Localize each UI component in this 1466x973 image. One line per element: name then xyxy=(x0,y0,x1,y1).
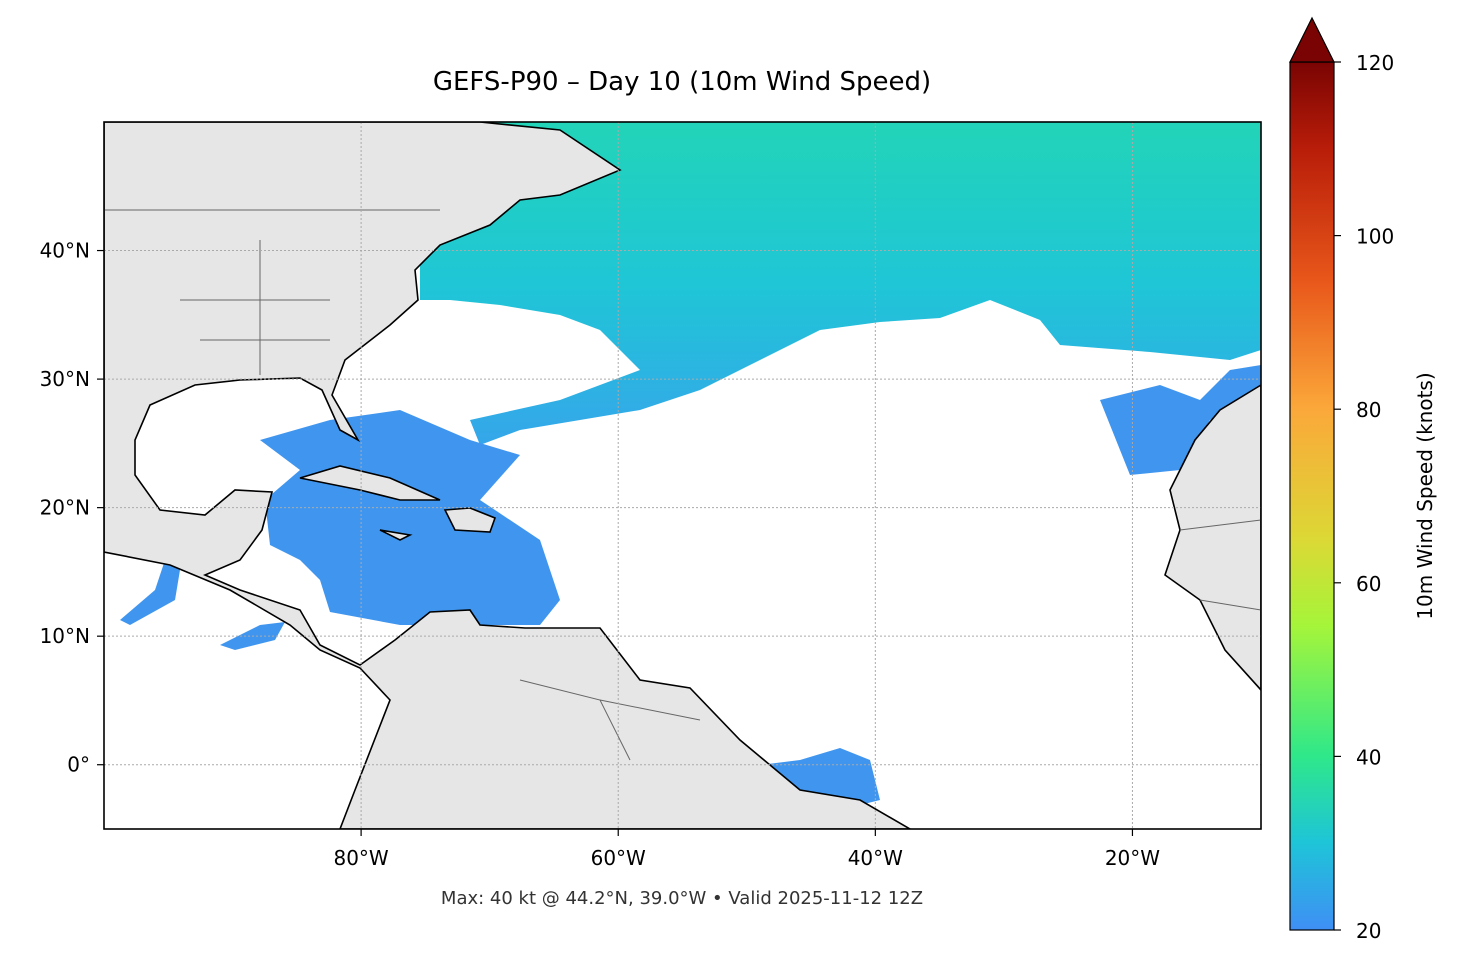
y-tick-label: 30°N xyxy=(40,367,90,391)
y-tick-label: 10°N xyxy=(40,624,90,648)
x-tick-label: 20°W xyxy=(1105,846,1160,870)
wind-east xyxy=(1100,365,1261,475)
x-tick-label: 60°W xyxy=(591,846,646,870)
wind-brazil xyxy=(760,748,880,805)
colorbar-label: 10m Wind Speed (knots) xyxy=(1413,372,1437,619)
y-tick-label: 0° xyxy=(67,753,90,777)
borders xyxy=(104,209,1261,761)
land-cuba xyxy=(299,465,497,541)
map-body xyxy=(104,122,1261,829)
land-africa xyxy=(1164,384,1261,692)
x-tick-label: 80°W xyxy=(333,846,388,870)
colorbar-tick-label: 40 xyxy=(1356,745,1381,769)
footer: Max: 40 kt @ 44.2°N, 39.0°W • Valid 2025… xyxy=(441,888,923,909)
wind-pacific xyxy=(120,560,285,650)
colorbar-tick-label: 100 xyxy=(1356,225,1394,249)
y-tick-label: 40°N xyxy=(40,239,90,263)
colorbar-tick-label: 120 xyxy=(1356,51,1394,75)
y-tick-label: 20°N xyxy=(40,496,90,520)
wind-caribbean xyxy=(260,410,560,625)
colorbar-tick-label: 20 xyxy=(1356,919,1381,943)
gridlines xyxy=(104,122,1261,829)
wind-north xyxy=(420,122,1261,445)
land-americas xyxy=(104,122,912,829)
title: GEFS-P90 – Day 10 (10m Wind Speed) xyxy=(433,67,931,97)
colorbar-tick-label: 80 xyxy=(1356,398,1381,422)
x-tick-label: 40°W xyxy=(848,846,903,870)
colorbar xyxy=(1289,61,1335,931)
map-frame xyxy=(103,121,1262,830)
colorbar-tick-label: 60 xyxy=(1356,572,1381,596)
colorbar-extend xyxy=(1289,16,1335,63)
